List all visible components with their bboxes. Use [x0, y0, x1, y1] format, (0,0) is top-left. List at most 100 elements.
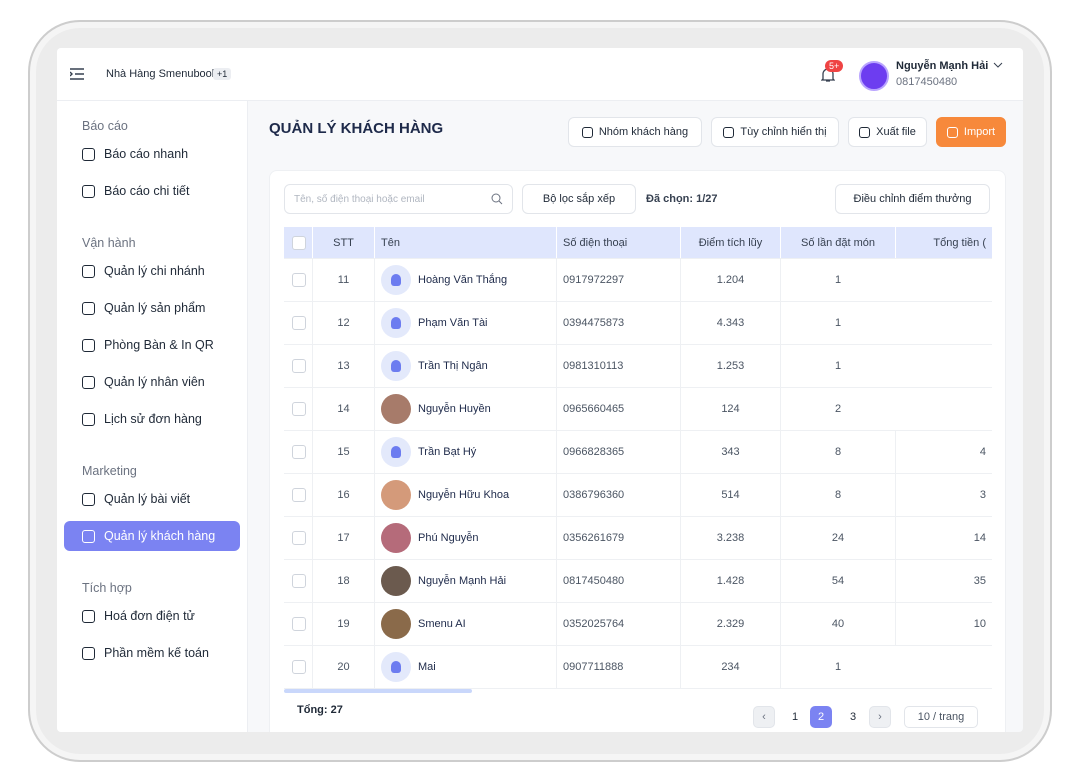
checkbox[interactable]	[292, 359, 306, 373]
cell-text: 1	[834, 274, 842, 286]
table-row[interactable]: 12 Phạm Văn Tài 0394475873 4.343 1	[284, 302, 992, 345]
table-cell: 13	[312, 345, 374, 387]
next-page[interactable]: ›	[869, 706, 891, 728]
page-number[interactable]: 3	[849, 711, 857, 723]
nav-item[interactable]: Quản lý chi nhánh	[64, 256, 240, 286]
nav-label: Lịch sử đơn hàng	[104, 412, 202, 426]
table-row[interactable]: 16 Nguyễn Hữu Khoa 0386796360 514 8 3	[284, 474, 992, 517]
nav-label: Hoá đơn điện tử	[104, 609, 195, 623]
action-button[interactable]: Tùy chỉnh hiển thị	[711, 117, 839, 147]
cell-text: 2.329	[716, 618, 745, 630]
nav-item[interactable]: Quản lý khách hàng	[64, 521, 240, 551]
checkbox[interactable]	[292, 235, 306, 250]
search-icon	[491, 193, 503, 205]
prev-page[interactable]: ‹	[753, 706, 775, 728]
table-cell: 0981310113	[556, 345, 680, 387]
nav-item[interactable]: Hoá đơn điện tử	[64, 601, 240, 631]
checkbox[interactable]	[292, 488, 306, 502]
table-cell: 3.238	[680, 517, 780, 559]
menu-icon[interactable]	[70, 68, 84, 80]
nav-label: Quản lý chi nhánh	[104, 264, 205, 278]
cell-text: Phú Nguyễn	[418, 532, 479, 544]
table-cell: 15	[312, 431, 374, 473]
cell-text: 124	[721, 403, 740, 415]
checkbox[interactable]	[292, 316, 306, 330]
scrollbar[interactable]	[284, 689, 472, 693]
nav-item[interactable]: Báo cáo chi tiết	[64, 176, 240, 206]
checkbox[interactable]	[292, 617, 306, 631]
button-label: Import	[963, 126, 996, 138]
nav-item[interactable]: Phần mềm kế toán	[64, 638, 240, 668]
nav-icon	[82, 492, 95, 506]
filter-button[interactable]: Bộ lọc sắp xếp	[522, 184, 636, 214]
nav-icon	[82, 529, 95, 543]
table-row[interactable]: 18 Nguyễn Mạnh Hải 0817450480 1.428 54 35	[284, 560, 992, 603]
search-placeholder: Tên, số điện thoại hoặc email	[294, 194, 425, 205]
filter-label: Bộ lọc sắp xếp	[542, 193, 616, 205]
table-cell: 12	[312, 302, 374, 344]
checkbox[interactable]	[292, 574, 306, 588]
checkbox[interactable]	[292, 445, 306, 459]
table-cell: 4	[895, 431, 992, 473]
table-cell: 1	[780, 302, 895, 344]
cell-text: 0394475873	[563, 317, 625, 329]
table-row[interactable]: 13 Trần Thị Ngân 0981310113 1.253 1	[284, 345, 992, 388]
table-cell: 11	[312, 259, 374, 301]
table-cell: 24	[780, 517, 895, 559]
checkbox[interactable]	[292, 531, 306, 545]
nav-item[interactable]: Phòng Bàn & In QR	[64, 330, 240, 360]
table-cell: 54	[780, 560, 895, 602]
action-button[interactable]: Import	[936, 117, 1006, 147]
store-name[interactable]: Nhà Hàng Smenubook	[106, 68, 218, 80]
cell-text: 0965660465	[563, 403, 625, 415]
page-size[interactable]: 10 / trang	[904, 706, 978, 728]
nav-icon	[82, 338, 95, 352]
avatar-icon	[391, 661, 401, 673]
search-box[interactable]: Tên, số điện thoại hoặc email	[284, 184, 513, 214]
nav-item[interactable]: Lịch sử đơn hàng	[64, 404, 240, 434]
user-avatar[interactable]	[859, 61, 889, 91]
table-cell: 0352025764	[556, 603, 680, 645]
page-number[interactable]: 2	[810, 706, 832, 728]
table-row[interactable]: 15 Trần Bạt Hý 0966828365 343 8 4	[284, 431, 992, 474]
table-cell: 0356261679	[556, 517, 680, 559]
table-header: STT Tên Số điện thoại Điểm tích lũy Số lần đ…	[284, 227, 992, 259]
table-cell: 0965660465	[556, 388, 680, 430]
checkbox[interactable]	[292, 402, 306, 416]
action-button[interactable]: Xuất file	[848, 117, 927, 147]
table-row[interactable]: 17 Phú Nguyễn 0356261679 3.238 24 14	[284, 517, 992, 560]
table-row[interactable]: 20 Mai 0907711888 234 1	[284, 646, 992, 689]
avatar	[381, 652, 411, 682]
cell-text: 1.204	[716, 274, 745, 286]
action-button[interactable]: Nhóm khách hàng	[568, 117, 702, 147]
cell-text: Nguyễn Hữu Khoa	[418, 489, 510, 501]
checkbox[interactable]	[292, 660, 306, 674]
cell-text: 14	[337, 403, 350, 415]
table-row[interactable]: 19 Smenu AI 0352025764 2.329 40 10	[284, 603, 992, 646]
nav-icon	[82, 301, 95, 315]
nav-item[interactable]: Quản lý sản phẩm	[64, 293, 240, 323]
page-number[interactable]: 1	[791, 711, 799, 723]
cell-text: 10	[973, 618, 986, 630]
table-row[interactable]: 14 Nguyễn Huyền 0965660465 124 2	[284, 388, 992, 431]
nav-label: Quản lý nhân viên	[104, 375, 205, 389]
avatar	[381, 265, 411, 295]
sidebar: Báo cáo Báo cáo nhanh Báo cáo chi tiết Vận …	[57, 101, 248, 732]
table-cell: 1	[780, 646, 895, 688]
button-label: Tùy chỉnh hiển thị	[740, 126, 827, 138]
table-row[interactable]: 11 Hoàng Văn Thắng 0917972297 1.204 1	[284, 259, 992, 302]
cell-text: 1	[834, 317, 842, 329]
nav-label: Báo cáo chi tiết	[104, 184, 190, 198]
nav-item[interactable]: Quản lý nhân viên	[64, 367, 240, 397]
nav-icon	[82, 184, 95, 198]
cell	[292, 345, 306, 387]
cell-text: 234	[721, 661, 740, 673]
cell-text: 1.253	[716, 360, 745, 372]
screen: Nhà Hàng Smenubook +1 5+ Nguyễn Mạnh Hải…	[57, 48, 1023, 732]
adjust-points-button[interactable]: Điều chỉnh điểm thưởng	[835, 184, 990, 214]
avatar	[381, 394, 411, 424]
nav-item[interactable]: Báo cáo nhanh	[64, 139, 240, 169]
nav-item[interactable]: Quản lý bài viết	[64, 484, 240, 514]
chevron[interactable]	[993, 62, 1003, 69]
checkbox[interactable]	[292, 273, 306, 287]
